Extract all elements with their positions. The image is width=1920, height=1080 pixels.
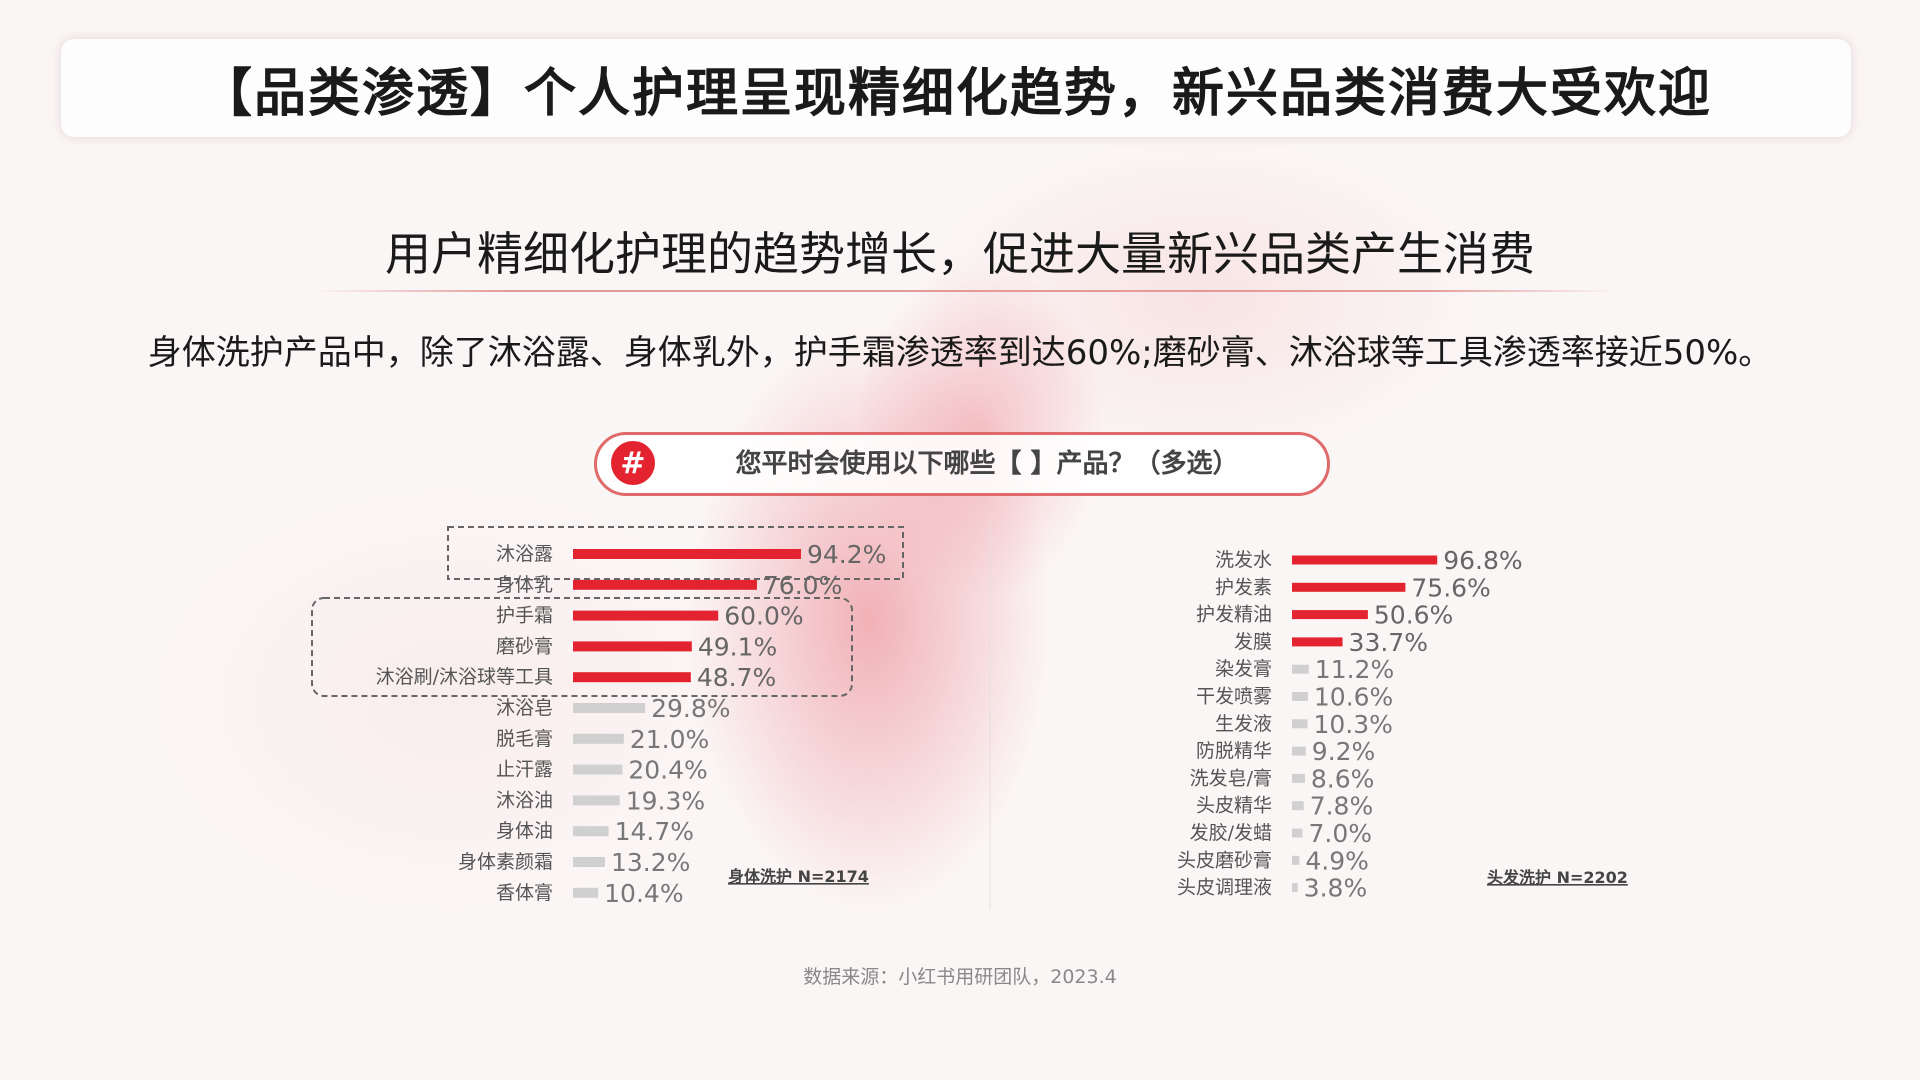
page-title: 【品类渗透】个人护理呈现精细化趋势，新兴品类消费大受欢迎 [199, 62, 1712, 124]
bar [1292, 610, 1368, 620]
category-label: 头皮精华 [1196, 795, 1272, 817]
category-label: 洗发水 [1215, 549, 1272, 571]
source-note: 数据来源：小红书用研团队，2023.4 [803, 966, 1117, 988]
bar [573, 764, 623, 775]
bar [573, 641, 692, 652]
value-label: 21.0% [630, 725, 709, 754]
bar [573, 703, 646, 713]
category-label: 沐浴皂 [496, 697, 553, 719]
value-label: 50.6% [1374, 601, 1453, 630]
bar [573, 672, 691, 683]
value-label: 8.6% [1311, 764, 1375, 793]
bar [1292, 637, 1343, 647]
bar [1292, 801, 1304, 811]
category-label: 发膜 [1234, 631, 1272, 653]
value-label: 33.7% [1349, 628, 1428, 657]
category-label: 防脱精华 [1196, 740, 1272, 762]
bar [573, 795, 620, 806]
bar [1292, 719, 1308, 729]
category-label: 沐浴露 [496, 543, 553, 565]
hair-care-chart: 洗发水 96.8% 护发素 75.6% 护发精油 50.6% 发膜 33.7% 染发膏 11.2%… [1177, 546, 1628, 903]
value-label: 9.2% [1312, 737, 1376, 766]
value-label: 60.0% [724, 602, 803, 631]
body-care-chart: 沐浴露 94.2% 身体乳 76.0% 护手霜 60.0% 磨砂膏 49.1% 沐浴刷/沐浴球等… [311, 526, 904, 908]
question-text: 您平时会使用以下哪些【 】产品？（多选） [735, 449, 1239, 479]
category-label: 脱毛膏 [496, 727, 553, 750]
bar [1292, 746, 1306, 756]
description-text: 身体洗护产品中，除了沐浴露、身体乳外，护手霜渗透率到达60%;磨砂膏、沐浴球等工… [147, 333, 1773, 373]
value-label: 11.2% [1315, 655, 1394, 684]
category-label: 干发喷雾 [1196, 686, 1272, 708]
category-label: 身体油 [496, 820, 553, 842]
value-label: 96.8% [1443, 546, 1522, 575]
bar [573, 887, 599, 898]
bar [573, 733, 624, 744]
category-label: 身体素颜霜 [458, 851, 553, 873]
value-label: 49.1% [698, 632, 777, 661]
bar [1292, 555, 1438, 565]
bar [573, 857, 605, 867]
value-label: 7.8% [1310, 792, 1374, 821]
category-label: 洗发皂/膏 [1190, 766, 1272, 789]
value-label: 20.4% [628, 756, 707, 785]
highlight-frame-top [447, 526, 904, 580]
subtitle-divider [310, 290, 1620, 292]
category-label: 沐浴油 [496, 789, 553, 811]
value-label: 75.6% [1411, 573, 1490, 602]
sample-size-label: 头发洗护 N=2202 [1487, 868, 1628, 887]
bar [1292, 664, 1309, 674]
bar [1292, 582, 1406, 592]
category-label: 头皮磨砂膏 [1177, 848, 1272, 871]
value-label: 10.6% [1314, 683, 1393, 712]
category-label: 生发液 [1215, 713, 1272, 735]
page-subtitle: 用户精细化护理的趋势增长，促进大量新兴品类产生消费 [385, 227, 1535, 281]
value-label: 4.9% [1305, 846, 1369, 875]
bar [1292, 773, 1305, 783]
hash-icon: # [611, 441, 655, 485]
category-label: 沐浴刷/沐浴球等工具 [376, 666, 553, 688]
value-label: 7.0% [1309, 819, 1373, 848]
category-label: 护手霜 [496, 605, 553, 627]
category-label: 发胶/发蜡 [1190, 822, 1272, 844]
value-label: 3.8% [1304, 874, 1368, 903]
value-label: 29.8% [651, 694, 730, 723]
bar [573, 579, 757, 590]
bar [573, 610, 719, 621]
category-label: 护发精油 [1196, 604, 1272, 626]
bar [1292, 883, 1298, 893]
value-label: 10.3% [1313, 710, 1392, 739]
value-label: 76.0% [763, 571, 842, 600]
bar [573, 826, 609, 837]
value-label: 94.2% [807, 540, 886, 569]
value-label: 10.4% [604, 879, 683, 908]
category-label: 护发素 [1215, 576, 1272, 598]
value-label: 13.2% [611, 848, 690, 877]
value-label: 48.7% [697, 663, 776, 692]
bar [573, 549, 801, 559]
question-banner: # 您平时会使用以下哪些【 】产品？（多选） [594, 432, 1330, 496]
category-label: 染发膏 [1215, 657, 1272, 680]
category-label: 香体膏 [496, 881, 553, 904]
bar [1292, 855, 1300, 865]
value-label: 14.7% [615, 817, 694, 846]
title-banner: 【品类渗透】个人护理呈现精细化趋势，新兴品类消费大受欢迎 [60, 38, 1852, 138]
category-label: 磨砂膏 [496, 634, 553, 657]
category-label: 头皮调理液 [1177, 877, 1272, 899]
category-label: 止汗露 [496, 759, 553, 781]
value-label: 19.3% [626, 786, 705, 815]
category-label: 身体乳 [496, 574, 553, 596]
bar [1292, 828, 1303, 838]
sample-size-label: 身体洗护 N=2174 [728, 867, 869, 886]
highlight-frame-middle [311, 597, 853, 697]
bar [1292, 692, 1308, 701]
